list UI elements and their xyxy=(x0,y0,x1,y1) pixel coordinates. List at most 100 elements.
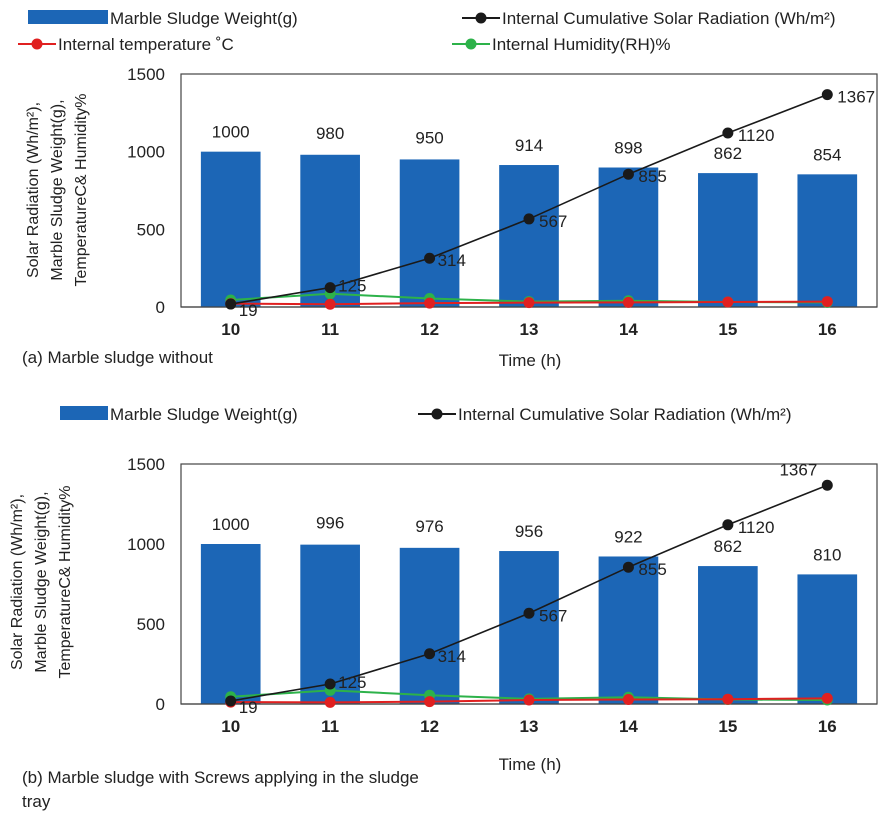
bar-value-label: 956 xyxy=(515,522,543,541)
legend-marker xyxy=(465,38,477,50)
series-point xyxy=(622,694,634,706)
x-axis-label: Time (h) xyxy=(499,755,562,774)
x-tick-label: 10 xyxy=(221,717,240,736)
y-axis-label-line: Marble Sludge Weight(g), xyxy=(49,99,66,280)
series-point xyxy=(722,519,734,531)
legend-label: Internal temperature ˚C xyxy=(58,35,234,54)
line-value-label: 1367 xyxy=(779,460,817,479)
caption-panel-b: (b) Marble sludge with Screws applying i… xyxy=(22,768,419,811)
line-value-label: 567 xyxy=(539,606,567,625)
line-value-label: 855 xyxy=(638,167,666,186)
series-point xyxy=(821,479,833,491)
bar-value-label: 862 xyxy=(714,144,742,163)
series-point xyxy=(722,127,734,139)
legend-label: Internal Cumulative Solar Radiation (Wh/… xyxy=(502,9,836,28)
y-axis-label-line: Solar Radiation (Wh/m²), xyxy=(9,494,26,670)
y-axis-label-line: TemperatureC& Humidity% xyxy=(57,486,74,679)
series-point xyxy=(324,282,336,294)
series-point xyxy=(523,297,535,309)
line-value-label: 567 xyxy=(539,212,567,231)
y-tick-label: 1000 xyxy=(127,535,165,554)
x-tick-label: 14 xyxy=(619,320,638,339)
line-value-label: 855 xyxy=(638,560,666,579)
bar-value-label: 1000 xyxy=(212,515,250,534)
chart-panel-b: 0 500 1000 1500 1000 996 976 956 922 862 810 19 125 3… xyxy=(9,405,878,774)
legend-label: Internal Cumulative Solar Radiation (Wh/… xyxy=(458,405,792,424)
series-point xyxy=(424,696,436,708)
caption-panel-a: (a) Marble sludge without xyxy=(22,348,213,367)
bar-value-label: 914 xyxy=(515,136,543,155)
bar-value-label: 862 xyxy=(714,537,742,556)
series-point xyxy=(225,298,237,310)
chart-panel-a: 0 500 1000 1500 1000 980 950 914 898 862 854 19 125 3… xyxy=(18,9,878,370)
legend-label: Internal Humidity(RH)% xyxy=(492,35,671,54)
line-value-label: 1120 xyxy=(738,518,775,537)
series-point xyxy=(622,561,634,573)
bar xyxy=(797,574,858,704)
bar xyxy=(200,544,261,704)
y-axis-label-line: Marble Sludge Weight(g), xyxy=(33,491,50,672)
x-tick-label: 13 xyxy=(520,320,539,339)
legend-label: Marble Sludge Weight(g) xyxy=(110,405,298,424)
bar xyxy=(598,167,659,307)
bar-value-label: 810 xyxy=(813,545,841,564)
series-point xyxy=(324,678,336,690)
x-tick-label: 11 xyxy=(321,320,339,339)
legend-swatch-bar xyxy=(60,406,108,420)
series-point xyxy=(424,297,436,309)
y-tick-label: 1500 xyxy=(127,65,165,84)
y-axis-label-line: TemperatureC& Humidity% xyxy=(73,94,90,287)
series-point xyxy=(821,692,833,704)
y-tick-label: 1500 xyxy=(127,455,165,474)
series-point xyxy=(523,694,535,706)
series-point xyxy=(722,693,734,705)
series-point xyxy=(722,296,734,308)
bar xyxy=(698,173,758,307)
line-value-label: 1367 xyxy=(837,88,875,107)
line-value-label: 19 xyxy=(239,301,258,320)
x-tick-label: 15 xyxy=(718,320,737,339)
bar xyxy=(698,566,758,704)
series-point xyxy=(622,296,634,308)
x-tick-label: 12 xyxy=(420,717,439,736)
bar-value-label: 976 xyxy=(415,517,443,536)
legend-marker xyxy=(31,38,43,50)
y-tick-label: 500 xyxy=(137,615,165,634)
bar xyxy=(200,151,261,307)
y-tick-label: 0 xyxy=(156,695,165,714)
bar xyxy=(499,551,559,704)
y-tick-label: 0 xyxy=(156,298,165,317)
bar-value-label: 996 xyxy=(316,514,344,533)
line-value-label: 125 xyxy=(338,673,366,692)
x-tick-label: 15 xyxy=(718,717,737,736)
legend-label: Marble Sludge Weight(g) xyxy=(110,9,298,28)
x-tick-label: 12 xyxy=(420,320,439,339)
bar-value-label: 1000 xyxy=(212,123,250,142)
x-tick-label: 16 xyxy=(818,320,837,339)
line-value-label: 314 xyxy=(438,647,466,666)
series-point xyxy=(821,89,833,101)
series-point xyxy=(225,695,237,707)
x-tick-label: 14 xyxy=(619,717,638,736)
legend-marker xyxy=(431,408,443,420)
y-tick-label: 500 xyxy=(137,220,165,239)
line-value-label: 19 xyxy=(239,698,258,717)
bar-value-label: 898 xyxy=(614,139,642,158)
series-point xyxy=(622,168,634,180)
series-point xyxy=(324,298,336,310)
bar-value-label: 950 xyxy=(415,128,443,147)
bar xyxy=(399,159,460,307)
series-point xyxy=(821,296,833,308)
series-point xyxy=(424,648,436,660)
bar xyxy=(399,547,460,704)
x-tick-label: 16 xyxy=(818,717,837,736)
y-tick-label: 1000 xyxy=(127,143,165,162)
legend-marker xyxy=(475,12,487,24)
x-tick-label: 13 xyxy=(520,717,539,736)
y-axis-label-line: Solar Radiation (Wh/m²), xyxy=(25,102,42,278)
x-tick-label: 10 xyxy=(221,320,240,339)
bar xyxy=(797,174,858,307)
line-value-label: 314 xyxy=(438,251,466,270)
bar xyxy=(598,556,659,704)
